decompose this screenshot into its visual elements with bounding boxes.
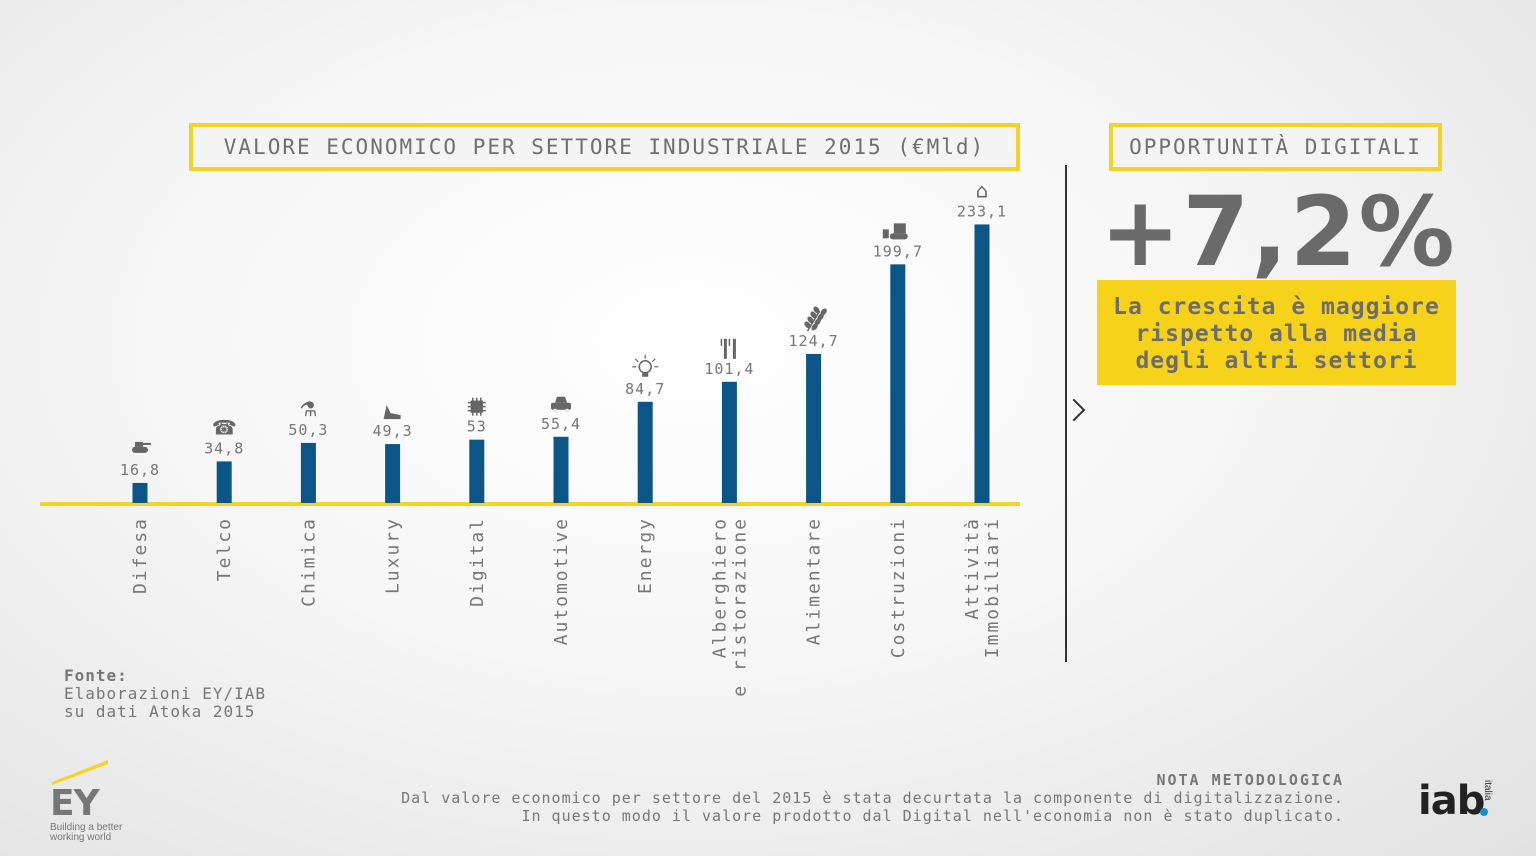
- note-line: Dal valore economico per settore del 201…: [401, 789, 1344, 807]
- ey-beam-icon: [52, 760, 108, 785]
- tank-icon: [132, 441, 151, 453]
- high-heel-icon: [383, 405, 401, 420]
- iab-logo-sub: italia: [1482, 780, 1493, 801]
- category-label-line: Automotive: [551, 517, 572, 645]
- phone-icon: ☎: [212, 415, 237, 439]
- bar-5: [553, 436, 569, 503]
- source-label: Fonte:: [64, 666, 128, 685]
- chart-title: VALORE ECONOMICO PER SETTORE INDUSTRIALE…: [189, 123, 1020, 171]
- svg-text:⚗: ⚗: [299, 397, 317, 421]
- bar-8: [806, 353, 822, 503]
- flask-icon: ⚗: [299, 397, 317, 421]
- svg-text:☎: ☎: [212, 415, 237, 439]
- category-label: Luxury: [383, 517, 404, 594]
- source-line: Elaborazioni EY/IAB: [64, 684, 267, 703]
- value-label: 53: [467, 418, 487, 436]
- category-label-line: Difesa: [130, 517, 151, 594]
- category-label-line: Luxury: [383, 517, 404, 594]
- opportunity-value: +7,2%: [1100, 176, 1457, 288]
- value-label: 84,7: [625, 380, 665, 398]
- ey-tagline-line: working world: [50, 832, 112, 843]
- growth-line: rispetto alla media: [1135, 321, 1418, 347]
- category-label: Automotive: [551, 517, 572, 645]
- bulldozer-icon: [882, 223, 908, 240]
- ey-logo: EY: [50, 783, 100, 824]
- ey-tagline-line: Building a better: [50, 822, 123, 833]
- category-label-line: Alimentare: [804, 517, 825, 645]
- category-label: Alimentare: [804, 517, 825, 645]
- iab-logo-text: iab: [1418, 778, 1485, 824]
- wheat-icon: [804, 306, 827, 332]
- category-label-line: Immobiliari: [982, 517, 1003, 658]
- category-label: Alberghiero e ristorazione: [709, 517, 750, 697]
- bar-2: [300, 442, 316, 503]
- bar-4: [469, 439, 485, 503]
- category-label: Costruzioni: [888, 517, 909, 658]
- category-label-line: Alberghiero: [709, 517, 730, 658]
- category-label-line: Telco: [214, 517, 235, 581]
- source-note: Fonte: Elaborazioni EY/IAB su dati Atoka…: [64, 667, 266, 721]
- bar-0: [132, 482, 148, 503]
- bar-1: [216, 461, 232, 503]
- iab-logo: iab italia: [1418, 778, 1493, 824]
- value-label: 55,4: [541, 415, 581, 433]
- category-label-line: Chimica: [298, 517, 319, 607]
- value-label: 16,8: [120, 461, 160, 479]
- chip-icon: [467, 397, 486, 416]
- category-label: Difesa: [130, 517, 151, 594]
- bar-10: [974, 224, 990, 503]
- methodology-note: NOTA METODOLOGICA Dal valore economico p…: [401, 771, 1344, 825]
- note-label: NOTA METODOLOGICA: [1156, 771, 1344, 789]
- house-icon: ⌂: [976, 178, 989, 202]
- bar-9: [890, 264, 906, 503]
- ey-tagline: Building a better working world: [50, 823, 122, 843]
- category-label-line: Digital: [467, 517, 488, 607]
- bar-3: [385, 444, 401, 503]
- growth-line: La crescita è maggiore: [1113, 294, 1440, 320]
- value-label: 34,8: [204, 439, 244, 457]
- bar-7: [721, 381, 737, 503]
- bar-6: [637, 401, 653, 503]
- category-label: Energy: [635, 517, 656, 594]
- category-label: Telco: [214, 517, 235, 581]
- category-label-line: Costruzioni: [888, 517, 909, 658]
- growth-line: degli altri settori: [1135, 348, 1418, 374]
- source-line: su dati Atoka 2015: [64, 702, 256, 721]
- value-label: 101,4: [704, 360, 754, 378]
- value-label: 49,3: [373, 422, 413, 440]
- value-label: 199,7: [873, 242, 923, 260]
- category-label-line: Energy: [635, 517, 656, 594]
- category-label: Attività Immobiliari: [962, 517, 1003, 658]
- note-line: In questo modo il valore prodotto dal Di…: [521, 807, 1344, 825]
- value-label: 50,3: [288, 421, 328, 439]
- svg-text:⌂: ⌂: [976, 178, 989, 202]
- car-icon: [551, 396, 571, 413]
- iab-dot-icon: [1480, 808, 1488, 816]
- category-label: Chimica: [298, 517, 319, 607]
- growth-callout: La crescita è maggiore rispetto alla med…: [1097, 280, 1456, 385]
- value-label: 233,1: [957, 202, 1007, 220]
- opportunity-title: OPPORTUNITÀ DIGITALI: [1109, 123, 1442, 171]
- cutlery-icon: [720, 338, 736, 359]
- category-label-line: e ristorazione: [729, 517, 750, 697]
- value-label: 124,7: [789, 332, 839, 350]
- divider-line: [1065, 165, 1067, 662]
- lightbulb-icon: [632, 354, 659, 377]
- category-label-line: Attività: [962, 517, 983, 620]
- category-label: Digital: [467, 517, 488, 607]
